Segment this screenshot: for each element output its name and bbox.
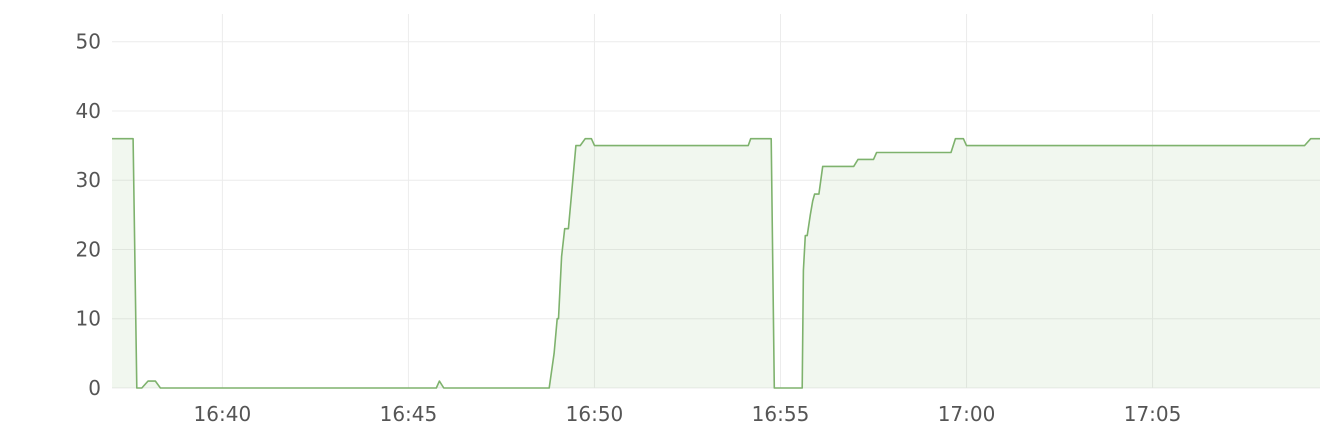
y-tick-label: 40 xyxy=(76,99,101,123)
y-tick-label: 30 xyxy=(76,168,101,192)
x-tick-label: 17:05 xyxy=(1124,402,1182,426)
x-tick-label: 17:00 xyxy=(938,402,996,426)
x-tick-label: 16:40 xyxy=(194,402,252,426)
series-line-path xyxy=(112,137,1320,389)
y-tick-label: 10 xyxy=(76,307,101,331)
grid xyxy=(112,14,1320,389)
series-area-fill xyxy=(112,138,1320,388)
y-tick-label: 50 xyxy=(76,30,101,54)
x-tick-label: 16:45 xyxy=(380,402,438,426)
y-axis: 0 10 20 30 40 50 xyxy=(76,30,101,400)
x-tick-label: 16:55 xyxy=(752,402,810,426)
series-line xyxy=(112,137,1320,389)
x-tick-label: 16:50 xyxy=(566,402,624,426)
y-tick-label: 20 xyxy=(76,237,101,261)
x-axis: 16:40 16:45 16:50 16:55 17:00 17:05 xyxy=(194,402,1182,426)
y-tick-label: 0 xyxy=(88,376,101,400)
series-area xyxy=(112,138,1320,388)
